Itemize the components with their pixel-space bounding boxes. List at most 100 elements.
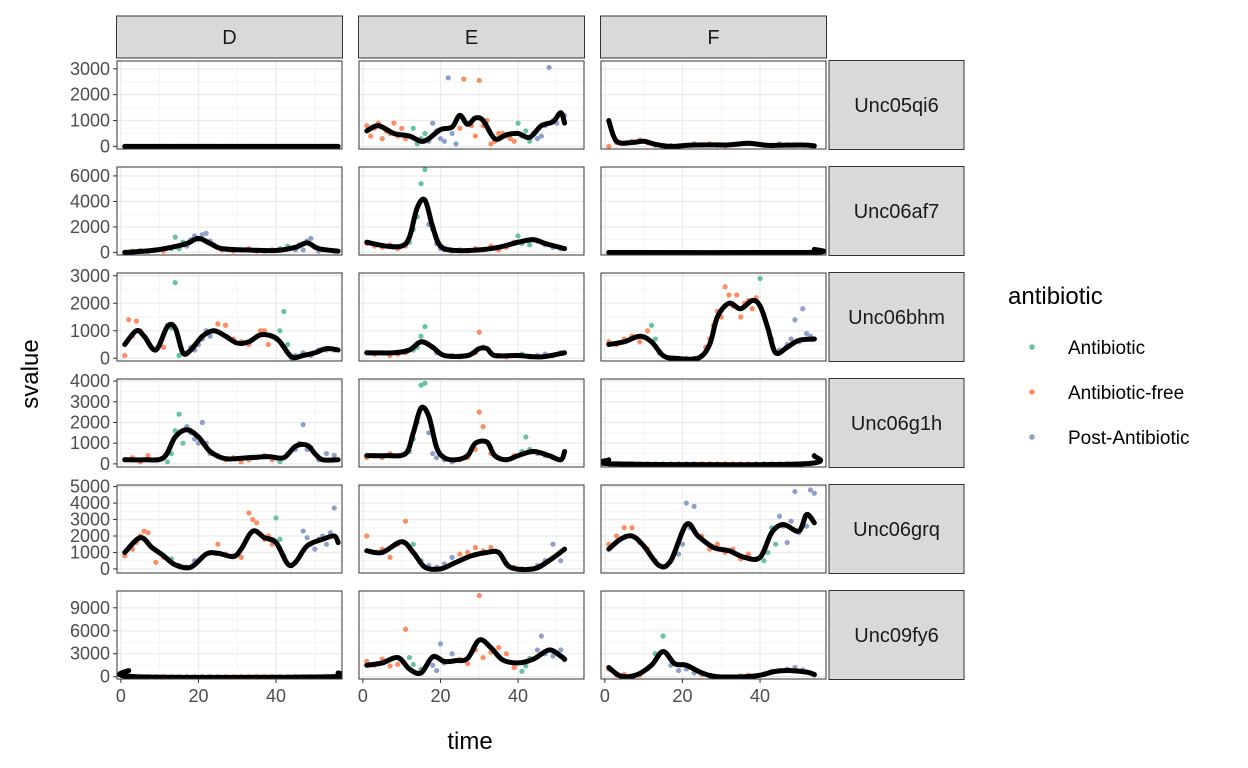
- data-point: [331, 505, 337, 511]
- panel-background: [359, 591, 584, 679]
- data-point: [679, 541, 686, 547]
- data-point: [652, 336, 658, 342]
- data-point: [534, 136, 541, 142]
- data-point: [523, 663, 529, 669]
- panel-Unc05qi6-E: [358, 60, 585, 150]
- row-strip-label-Unc06grq: Unc06grq: [853, 519, 940, 541]
- data-point: [523, 128, 529, 134]
- data-point: [749, 306, 755, 312]
- panel-Unc06grq-E: [358, 484, 585, 574]
- data-point: [285, 341, 291, 348]
- data-point: [558, 647, 564, 653]
- data-point: [776, 513, 783, 519]
- data-point: [472, 544, 478, 551]
- panel-content: [364, 64, 568, 147]
- data-point: [714, 541, 720, 547]
- data-point: [465, 661, 471, 667]
- panel-content: [122, 230, 341, 255]
- y-tick-label: 1000: [70, 111, 110, 131]
- data-point: [203, 230, 209, 236]
- panel-Unc06af7-F: [600, 166, 827, 256]
- panel-Unc09fy6-D: [116, 590, 343, 680]
- data-point: [122, 352, 128, 359]
- panel-content: [122, 411, 341, 465]
- data-point: [807, 487, 814, 493]
- column-strip-label-D: D: [222, 27, 236, 49]
- data-point: [430, 120, 436, 126]
- data-point: [660, 633, 666, 639]
- data-point: [364, 533, 370, 539]
- panel-border: [600, 378, 827, 468]
- panel-content: [122, 143, 341, 149]
- panel-Unc05qi6-D: [116, 60, 343, 150]
- data-point: [300, 528, 306, 534]
- column-strip-E: [358, 15, 585, 59]
- y-tick-label: 4000: [70, 371, 110, 391]
- data-point: [180, 440, 186, 446]
- smooth-line: [364, 404, 568, 463]
- data-point: [476, 409, 482, 415]
- data-point: [430, 662, 436, 668]
- data-point: [387, 663, 393, 669]
- data-point: [368, 133, 374, 139]
- panels-layer: [116, 60, 827, 680]
- x-tick-label: 0: [600, 686, 610, 706]
- y-tick-label: 6000: [70, 166, 110, 186]
- smooth-line: [122, 321, 341, 361]
- row-strip-Unc09fy6: [828, 590, 965, 680]
- data-point: [558, 558, 564, 564]
- panel-border: [600, 590, 827, 680]
- row-strip-Unc05qi6: [828, 60, 965, 150]
- data-point: [215, 541, 221, 547]
- smooth-line: [364, 110, 568, 144]
- data-point: [331, 453, 337, 459]
- x-tick-label: 40: [508, 686, 528, 706]
- data-point: [422, 380, 428, 386]
- panel-border: [600, 60, 827, 150]
- data-point: [300, 421, 306, 428]
- y-tick-label: 2000: [70, 217, 110, 237]
- legend-key-post-antibiotic: [1029, 434, 1035, 440]
- data-point: [277, 328, 283, 334]
- data-point: [613, 533, 620, 539]
- data-point: [629, 525, 635, 531]
- panel-border: [600, 484, 827, 574]
- data-point: [784, 539, 790, 546]
- y-tick-label: 3000: [70, 266, 110, 286]
- smooth-line: [117, 668, 342, 679]
- data-point: [406, 654, 413, 661]
- data-point: [141, 528, 147, 534]
- data-point: [418, 382, 424, 388]
- y-tick-label: 9000: [70, 598, 110, 618]
- data-point: [488, 544, 494, 551]
- data-point: [511, 138, 517, 144]
- y-tick-label: 2000: [70, 526, 110, 546]
- panel-border: [358, 378, 585, 468]
- smooth-line: [122, 235, 341, 255]
- data-point: [410, 661, 416, 668]
- panel-Unc09fy6-E: [358, 590, 585, 680]
- data-point: [804, 523, 810, 529]
- data-point: [457, 551, 463, 557]
- y-tick-label: 3000: [70, 59, 110, 79]
- data-point: [395, 661, 401, 668]
- data-point: [507, 136, 513, 142]
- x-tick-label: 0: [116, 686, 126, 706]
- panel-border: [358, 60, 585, 150]
- legend-title: antibiotic: [1008, 283, 1103, 310]
- panel-Unc06bhm-D: [116, 272, 343, 362]
- data-point: [726, 292, 732, 298]
- panel-content: [122, 280, 341, 361]
- data-point: [453, 141, 459, 147]
- panel-background: [117, 591, 342, 679]
- x-tick-label: 20: [430, 686, 450, 706]
- column-strip-label-F: F: [707, 27, 719, 49]
- data-point: [312, 546, 318, 552]
- data-point: [399, 125, 405, 131]
- data-point: [199, 419, 205, 426]
- data-point: [738, 314, 744, 320]
- data-point: [418, 180, 424, 187]
- panel-Unc06af7-E: [358, 166, 585, 256]
- data-point: [788, 336, 794, 342]
